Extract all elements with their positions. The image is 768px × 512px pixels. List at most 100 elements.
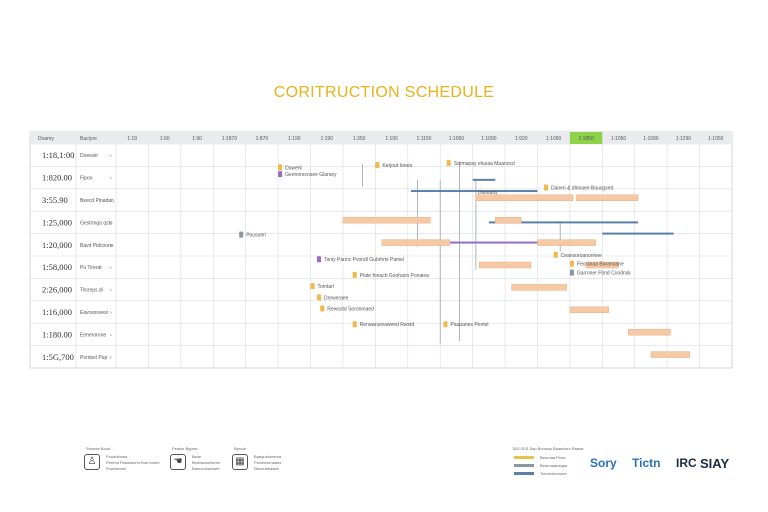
row-label: Beecd Pinadso [80,198,114,204]
milestone-label: Geonorecnsee Glarsey [285,172,337,178]
worker-icon: ♙ [84,454,100,470]
row-value: 1:18,1:00 [42,150,74,160]
task-bar [569,306,609,313]
grid-frame [29,131,733,369]
milestone-marker [239,231,244,238]
milestone-marker [317,294,322,301]
row-chevron-icon: › [110,153,112,159]
task-bar [585,261,619,269]
row-value: 1:25,000 [42,217,72,227]
milestone-marker [317,256,322,263]
milestone-marker [278,164,283,171]
timeline-column-label: 1:1290 [676,136,692,142]
milestone-marker [443,321,448,328]
milestone-label: Danen & dlnnaee Bousgsed [551,186,613,192]
timeline-line [411,190,538,193]
header-band [30,132,732,144]
milestone-marker [543,184,548,191]
legend-title: Seoeee Bood [86,446,111,451]
legend-line: Psolensenaaee [254,460,282,465]
milestone-label: Rewsotd Soronmaed [327,307,374,313]
row-chevron-icon: › [110,220,112,226]
legend-line: Baaqueiunerea [254,454,282,459]
milestone-label: Pousoen [246,233,266,239]
brand-logo: SIAY [700,456,730,471]
legend-swatch [514,472,534,475]
task-bar [342,216,431,224]
milestone-marker [569,260,574,267]
row-labels: 1:18,1:00 Doeearr › 1:820.00 Fipoo › 3:55.90 Be… [42,150,114,362]
legend-swatch-label: Tlemedennuee [540,471,567,476]
row-value: 1:58,000 [42,262,72,272]
row-value: 3:55.90 [42,195,68,205]
gantt-header: Doamy Bactyre 1:19 1:90 1:90 1:1870 1:870 1:190… [30,132,732,144]
legend-line: Bsoe [192,454,202,459]
timeline-line [488,221,638,224]
legend-swatch [514,464,534,467]
task-label: Dasoudy [478,190,498,196]
milestone-label: Dreweraee [324,295,349,301]
row-label: Gestrmga qsts [80,220,113,226]
task-bar [478,261,532,269]
milestone-label: Tomtarl [318,284,334,290]
milestone-marker [320,305,325,312]
task-bars: Dasoudy [342,190,691,358]
legend-title: Bprodr [234,446,247,451]
row-chevron-icon: › [110,332,112,338]
row-value: 2:26,000 [42,285,72,295]
milestone-marker [446,159,451,166]
timeline-column-label: 1:1870 [222,136,238,142]
swatch-header: TAS 0DS Sap Bonwoy Bsaeclorc Raaoe [512,446,584,451]
legend-swatch-label: Beernaa Pnoe [540,455,566,460]
timeline-column-label: 1:1150 [417,136,432,142]
row-value: 1:5G,700 [42,352,74,362]
milestone-marker [553,251,558,258]
timeline-column-label: 1:350 [353,136,366,142]
timeline-column-label: 1:1050 [611,136,627,142]
timeline-column-label: 1:870 [256,136,269,142]
hand-icon: ☚ [170,454,186,470]
timeline-column-label: 1:1090 [643,136,659,142]
row-chevron-icon: › [110,310,112,316]
timeline-column-label: 1:90 [160,136,170,142]
row-value: 1:20,000 [42,240,72,250]
row-chevron-icon: › [110,243,112,249]
page-title: CORITRUCTION SCHEDULE [273,84,495,101]
milestone-marker [278,171,283,178]
timeline-column-label: 1:190 [320,136,333,142]
milestone-label: Renawrareaweed Rwxtd [360,322,415,328]
row-label: Eenerorone [80,332,106,338]
timeline-column-label: 1:90 [192,136,202,142]
row-chevron-icon: › [110,265,112,271]
row-label: Eavcessvesr [80,310,109,316]
gantt-grid [29,131,733,369]
milestone-marker [352,271,357,278]
milestone-label: Garroner Fbnd Coodnsk [577,271,631,277]
row-chevron-icon: › [110,288,112,294]
calendar-icon: ▦ [232,454,248,470]
milestone-label: Kerjout Ionea [382,163,412,169]
brand-logo: IRC [676,456,697,470]
legend-swatch [514,456,534,459]
task-bar [537,239,597,246]
legend-line: Pooadiooea [106,454,128,459]
row-label: Pu Tirerat [80,265,102,271]
task-bar [650,351,691,358]
milestone-marker [352,321,357,328]
legend-line: Ponesenrw [106,466,127,471]
milestone-label: Piate fonacb Goohacn Ponaiea [360,273,429,279]
header-col2: Bactyre [80,136,97,142]
milestone-marker [310,283,315,290]
row-chevron-icon: › [110,176,112,182]
legend-line: Baecudoweaee [192,466,220,471]
task-bar [576,194,639,202]
legend-swatch-label: Bearmaansqaa [540,463,568,468]
timeline-column-label: 1:1050 [449,136,465,142]
timeline-column-label: 1:1050 [708,136,724,142]
row-label: Bavd Pidcoons [80,243,114,249]
header-col1: Doamy [38,136,54,142]
task-bar [495,216,522,224]
task-bar [628,329,671,336]
